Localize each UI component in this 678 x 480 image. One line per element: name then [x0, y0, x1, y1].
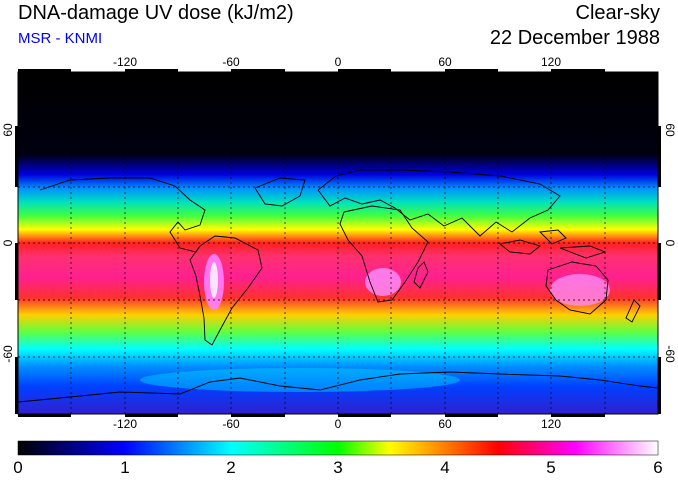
lat-tick-left: 0: [1, 239, 15, 246]
colorbar-label: 3: [333, 458, 343, 477]
lat-tick-left: 60: [1, 123, 15, 137]
lon-tick-top: 0: [335, 55, 342, 69]
australia-hotspot: [550, 274, 610, 306]
colorbar-label: 5: [546, 458, 556, 477]
colorbar-label: 0: [13, 458, 23, 477]
lat-tick-right: 60: [663, 123, 677, 137]
colorbar: [17, 440, 659, 456]
lat-tick-right: -60: [663, 345, 677, 363]
colorbar-label: 4: [440, 458, 450, 477]
frame-ticks-left: [15, 126, 18, 414]
frame-ticks-top: [18, 69, 605, 72]
frame-ticks-right: [658, 126, 661, 414]
lon-tick-bottom: 120: [541, 417, 561, 431]
lon-tick-bottom: 0: [335, 417, 342, 431]
lon-tick-bottom: -60: [222, 417, 240, 431]
south-africa-hotspot: [365, 268, 401, 296]
colorbar-label: 6: [653, 458, 663, 477]
frame-ticks-bottom: [18, 414, 605, 417]
lon-tick-top: 120: [541, 55, 561, 69]
colorbar-label: 2: [226, 458, 236, 477]
map-title: DNA-damage UV dose (kJ/m2): [18, 2, 294, 24]
source-label: MSR - KNMI: [18, 30, 103, 47]
lat-tick-right: 0: [663, 240, 677, 247]
andes-peak: [210, 262, 218, 298]
lon-tick-top: -120: [113, 55, 137, 69]
lon-tick-bottom: 60: [438, 417, 452, 431]
sky-condition-label: Clear-sky: [575, 2, 660, 24]
colorbar-label: 1: [120, 458, 130, 477]
lat-tick-left: -60: [1, 345, 15, 363]
graticule: [18, 72, 658, 414]
lon-tick-bottom: -120: [113, 417, 137, 431]
lon-tick-top: -60: [222, 55, 240, 69]
date-label: 22 December 1988: [489, 27, 660, 49]
antarctic-cyan: [140, 368, 460, 392]
lon-tick-top: 60: [438, 55, 452, 69]
